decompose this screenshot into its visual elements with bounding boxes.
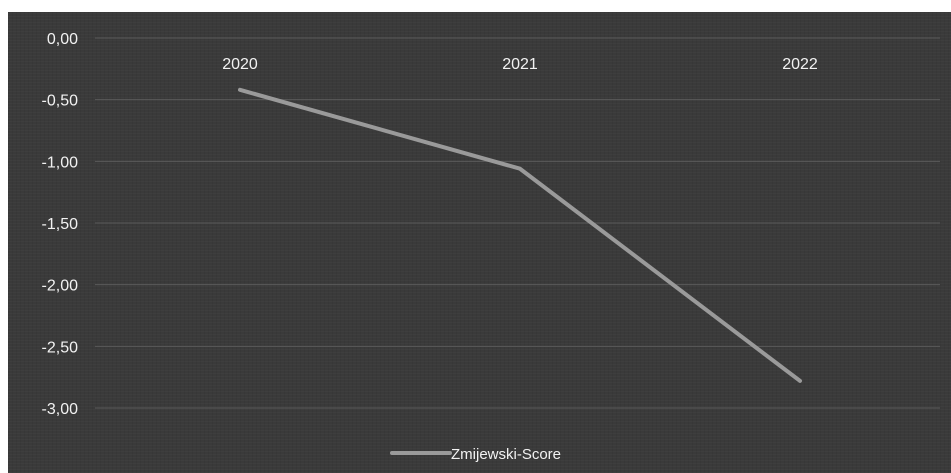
chart-frame xyxy=(8,12,951,473)
y-tick-label: 0,00 xyxy=(47,31,78,48)
legend: Zmijewski-Score xyxy=(390,446,561,463)
y-tick-label: -2,00 xyxy=(42,278,79,295)
series-lines xyxy=(238,87,802,383)
legend-label: Zmijewski-Score xyxy=(451,446,561,463)
x-axis-tick-labels: 2020 2021 2022 xyxy=(222,56,818,73)
y-tick-label: -2,50 xyxy=(42,339,79,356)
x-tick-label: 2022 xyxy=(782,56,818,73)
y-tick-label: -3,00 xyxy=(42,401,79,418)
y-tick-label: -1,50 xyxy=(42,216,79,233)
x-tick-label: 2021 xyxy=(502,56,538,73)
y-axis-tick-labels: 0,00 -0,50 -1,00 -1,50 -2,00 -2,50 -3,00 xyxy=(42,31,79,418)
x-tick-label: 2020 xyxy=(222,56,258,73)
gridlines xyxy=(95,37,940,409)
series-line-zmijewski-score xyxy=(238,87,802,383)
y-tick-label: -1,00 xyxy=(42,154,79,171)
y-tick-label: -0,50 xyxy=(42,93,79,110)
